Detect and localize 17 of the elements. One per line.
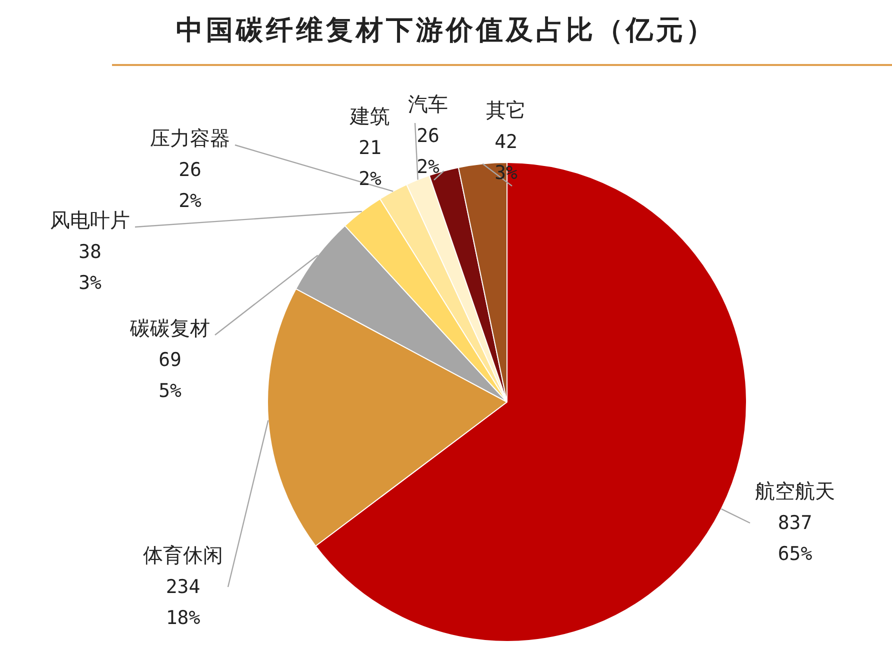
chart-title: 中国碳纤维复材下游价值及占比（亿元） [175,14,717,48]
slice-label: 其它 [486,98,526,122]
data-label: 42 3% [494,130,518,184]
slice-label: 碳碳复材 [129,316,210,340]
data-label: 26 2% [416,124,440,178]
slice-label: 建筑 [349,104,390,128]
slice-label: 风电叶片 [50,208,130,232]
data-label: 234 18% [166,576,201,629]
data-label: 69 5% [158,348,182,402]
data-label: 21 2% [358,136,382,190]
slice-label: 汽车 [408,92,448,116]
data-label: 26 2% [178,158,202,212]
slice-label: 压力容器 [150,126,230,150]
data-label: 837 65% [778,512,813,565]
slice-label: 航空航天 [755,479,835,504]
slice-label: 体育休闲 [143,543,223,568]
data-label: 38 3% [78,240,102,294]
